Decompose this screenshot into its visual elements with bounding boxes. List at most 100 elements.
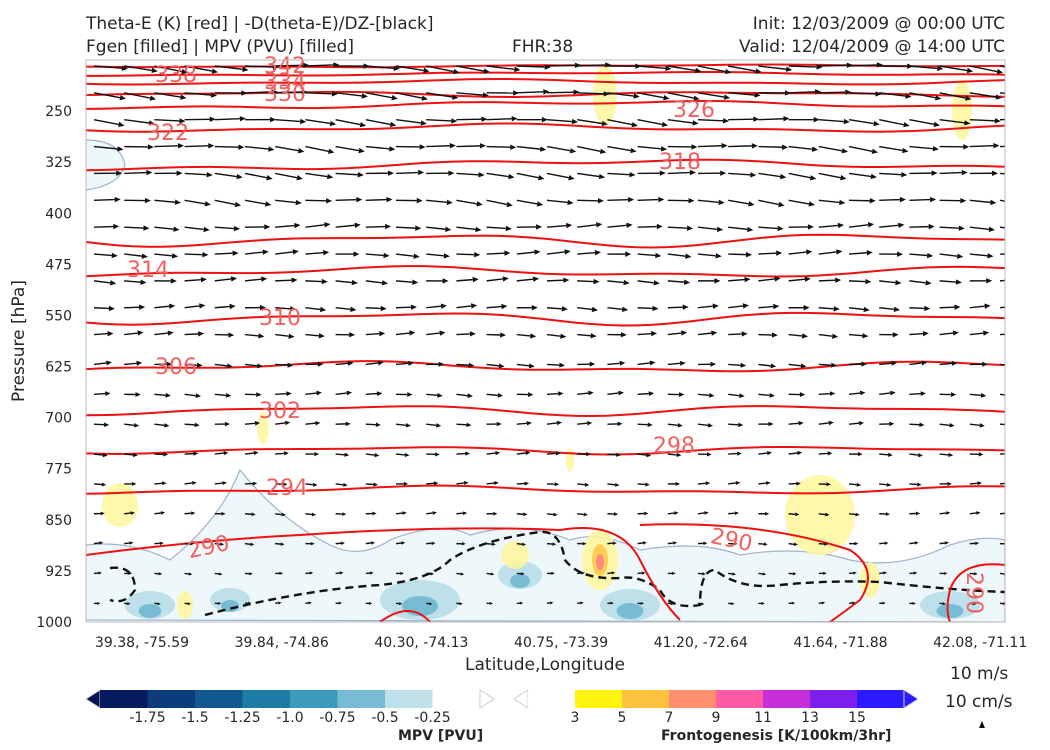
colorbar-tick-label: -0.5 bbox=[371, 710, 398, 726]
wind-arrow bbox=[788, 276, 811, 282]
mpv-region bbox=[936, 604, 964, 618]
wind-arrow bbox=[365, 541, 376, 545]
fgen-region bbox=[102, 483, 138, 527]
wind-arrow bbox=[486, 511, 498, 516]
wind-arrow bbox=[365, 145, 396, 152]
y-tick-label: 850 bbox=[45, 513, 72, 529]
wind-arrow bbox=[728, 199, 755, 207]
wind-arrow bbox=[546, 62, 581, 68]
wind-arrow bbox=[456, 116, 488, 122]
wind-arrow bbox=[154, 423, 170, 428]
wind-arrow bbox=[909, 65, 944, 72]
theta-e-line bbox=[86, 77, 1005, 86]
wind-arrow bbox=[758, 144, 789, 150]
wind-arrow bbox=[637, 331, 658, 337]
wind-reference-label-vertical: 10 cm/s bbox=[945, 692, 1013, 712]
wind-arrow bbox=[305, 333, 325, 339]
colorbar-tick-label: 7 bbox=[665, 710, 674, 726]
wind-arrow bbox=[879, 171, 908, 178]
colorbar-tick-label: 5 bbox=[618, 710, 627, 726]
wind-arrow bbox=[788, 481, 801, 486]
wind-arrow bbox=[969, 253, 994, 259]
colorbar-segment bbox=[432, 690, 481, 708]
wind-arrow bbox=[879, 541, 889, 545]
wind-arrow bbox=[426, 481, 439, 486]
theta-e-label: 330 bbox=[264, 82, 306, 107]
theta-e-line bbox=[86, 311, 1005, 327]
theta-e-label: 294 bbox=[266, 476, 308, 501]
wind-arrow bbox=[577, 482, 590, 487]
wind-arrow bbox=[788, 363, 807, 369]
wind-arrow bbox=[999, 226, 1005, 229]
wind-arrow bbox=[335, 172, 364, 178]
wind-arrow bbox=[969, 143, 1000, 149]
title-line-2: Fgen [filled] | MPV (PVU) [filled] bbox=[86, 37, 355, 57]
wind-arrow bbox=[879, 145, 909, 154]
wind-arrow bbox=[758, 116, 790, 122]
wind-arrow bbox=[818, 420, 834, 426]
wind-arrow bbox=[969, 602, 977, 606]
wind-arrow bbox=[909, 92, 942, 101]
wind-arrow bbox=[818, 482, 832, 487]
wind-arrow bbox=[788, 224, 814, 230]
wind-arrow bbox=[486, 392, 504, 398]
wind-arrow bbox=[697, 330, 718, 336]
wind-arrow bbox=[486, 332, 507, 338]
wind-arrow bbox=[939, 602, 947, 606]
wind-arrow bbox=[93, 452, 108, 458]
wind-arrow bbox=[667, 119, 699, 126]
wind-arrow bbox=[214, 450, 229, 456]
wind-arrow bbox=[214, 90, 248, 96]
wind-arrow bbox=[395, 481, 409, 486]
wind-arrow bbox=[305, 172, 334, 180]
wind-arrow bbox=[516, 481, 530, 486]
wind-arrow bbox=[969, 118, 1001, 124]
wind-arrow bbox=[395, 304, 417, 310]
wind-arrow bbox=[154, 602, 161, 606]
wind-arrow bbox=[124, 65, 158, 74]
wind-arrow bbox=[818, 306, 840, 312]
y-tick-label: 550 bbox=[45, 308, 72, 324]
wind-arrow bbox=[758, 65, 793, 72]
wind-arrow bbox=[697, 65, 732, 75]
wind-arrow bbox=[124, 423, 140, 428]
wind-arrow bbox=[607, 571, 616, 575]
colorbar-tick-label: 3 bbox=[571, 710, 580, 726]
wind-arrow bbox=[426, 199, 453, 205]
wind-arrow bbox=[577, 361, 596, 367]
wind-arrow bbox=[848, 119, 880, 127]
wind-arrow bbox=[93, 65, 128, 71]
wind-arrow bbox=[395, 511, 407, 515]
wind-arrow bbox=[637, 280, 660, 286]
wind-arrow bbox=[426, 452, 440, 457]
wind-arrow bbox=[637, 305, 659, 312]
wind-arrow bbox=[275, 512, 286, 517]
wind-arrow bbox=[546, 571, 555, 575]
wind-arrow bbox=[607, 541, 617, 545]
wind-arrow bbox=[335, 92, 368, 99]
wind-arrow bbox=[637, 119, 669, 128]
wind-arrow bbox=[969, 92, 1002, 100]
wind-arrow bbox=[788, 199, 815, 207]
wind-arrow bbox=[93, 145, 124, 152]
wind-arrow bbox=[577, 512, 588, 517]
mpv-colorbar-label: MPV [PVU] bbox=[398, 728, 484, 744]
wind-arrow bbox=[818, 542, 829, 546]
colorbar-tick-label: -0.75 bbox=[319, 710, 355, 726]
x-axis-ticks: 39.38, -75.59 39.84, -74.86 40.30, -74.13 4… bbox=[95, 635, 1027, 651]
theta-e-line bbox=[946, 563, 1005, 622]
wind-arrow bbox=[546, 420, 563, 426]
wind-arrow bbox=[124, 330, 144, 336]
wind-arrow bbox=[607, 196, 635, 203]
wind-arrow bbox=[607, 251, 632, 257]
wind-arrow bbox=[697, 481, 711, 486]
wind-arrow bbox=[788, 145, 819, 152]
wind-arrow bbox=[818, 277, 842, 283]
wind-arrow bbox=[728, 602, 735, 606]
wind-arrow bbox=[93, 541, 104, 545]
wind-arrow bbox=[818, 172, 847, 181]
frontogenesis-filled-contours bbox=[102, 65, 972, 619]
wind-arrow bbox=[758, 572, 767, 576]
wind-arrow bbox=[154, 278, 177, 284]
wind-arrow bbox=[154, 572, 163, 576]
